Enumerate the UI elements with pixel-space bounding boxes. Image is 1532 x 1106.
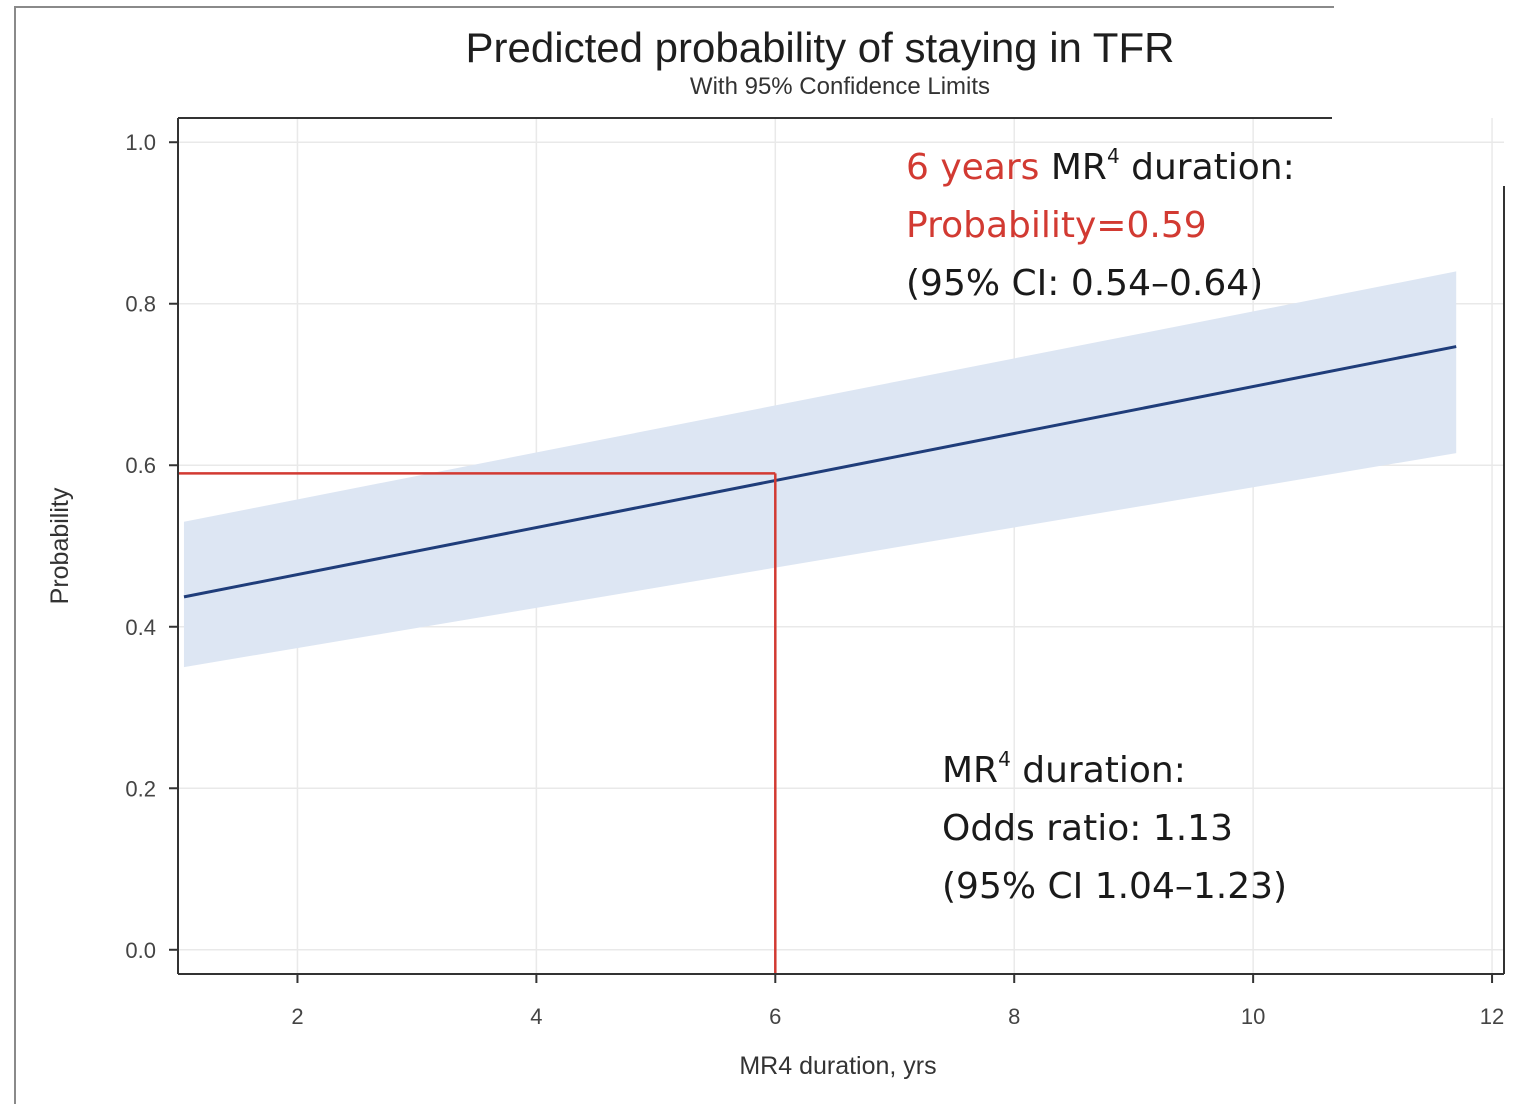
annotation-line: Odds ratio: 1.13 <box>942 800 1287 858</box>
x-tick-label: 10 <box>1241 1004 1265 1029</box>
y-ticks: 0.0 0.2 0.4 0.6 0.8 1.0 <box>125 130 178 963</box>
annotation-line: MR4 duration: <box>942 742 1287 800</box>
annotation-text: MR <box>942 750 999 791</box>
chart-frame <box>14 6 1334 1104</box>
y-tick-label: 1.0 <box>125 130 156 155</box>
annotation-text: MR <box>1039 147 1107 188</box>
x-tick-label: 8 <box>1008 1004 1020 1029</box>
annotation-text: Odds ratio: 1.13 <box>942 808 1233 849</box>
chart-subtitle: With 95% Confidence Limits <box>689 73 991 100</box>
x-tick-label: 12 <box>1480 1004 1504 1029</box>
y-tick-label: 0.0 <box>125 938 156 963</box>
series-line <box>183 345 1457 599</box>
annotation-text: (95% CI 1.04–1.23) <box>942 866 1288 907</box>
annotation-text: duration: <box>1010 750 1186 791</box>
annotation-text: duration: <box>1119 147 1295 188</box>
y-tick-label: 0.8 <box>125 292 156 317</box>
annotation-line: 6 years MR4 duration: <box>906 139 1295 197</box>
y-tick-label: 0.2 <box>125 776 156 801</box>
x-tick-label: 4 <box>530 1004 542 1029</box>
annotation-line: (95% CI: 0.54–0.64) <box>906 255 1295 313</box>
y-axis-label: Probability <box>46 487 74 604</box>
annotation-text: (95% CI: 0.54–0.64) <box>906 263 1264 304</box>
annotation-line: (95% CI 1.04–1.23) <box>942 858 1287 916</box>
confidence-band <box>183 271 1457 668</box>
reference-lines <box>178 472 777 974</box>
x-tick-label: 6 <box>769 1004 781 1029</box>
annotation-text: 4 <box>998 747 1011 771</box>
y-tick-label: 0.6 <box>125 453 156 478</box>
x-axis-label: MR4 duration, yrs <box>739 1052 936 1080</box>
annotation-odds-ratio: MR4 duration: Odds ratio: 1.13 (95% CI 1.0… <box>942 742 1287 916</box>
annotation-text: 4 <box>1106 144 1120 168</box>
annotation-probability: 6 years MR4 duration: Probability=0.59 (95… <box>906 139 1295 313</box>
predicted-probability-line <box>183 345 1457 599</box>
x-tick-label: 2 <box>291 1004 303 1029</box>
annotation-text: 6 years <box>906 147 1040 188</box>
annotation-line: Probability=0.59 <box>906 197 1295 255</box>
annotation-text: Probability=0.59 <box>906 205 1207 246</box>
chart-title: Predicted probability of staying in TFR <box>465 24 1175 71</box>
x-ticks: 2 4 6 8 10 12 <box>291 974 1504 1029</box>
y-tick-label: 0.4 <box>125 615 156 640</box>
axes <box>177 117 1505 975</box>
confidence-band-area <box>183 271 1457 668</box>
